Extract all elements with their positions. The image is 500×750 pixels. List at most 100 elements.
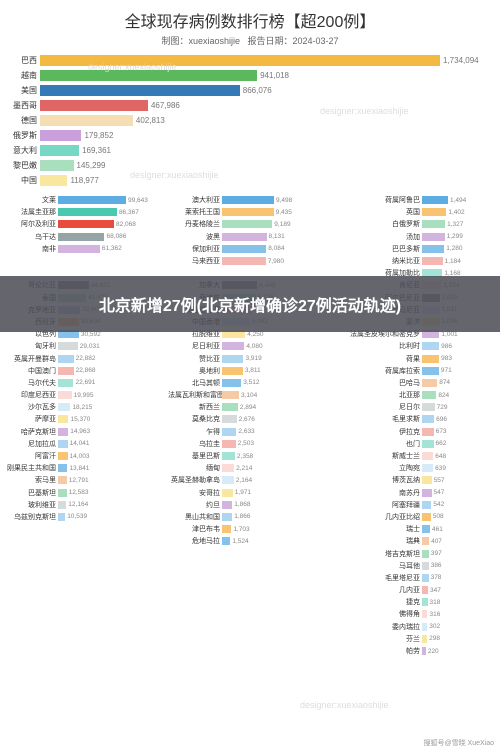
mini-label: 巴哈马 [332,378,422,388]
mini-bar [58,367,74,375]
bar-value: 145,299 [74,161,106,170]
mini-bar [422,562,429,570]
bar-row: 黎巴嫩145,299 [40,158,490,172]
mini-row: 萨摩亚15,370 [4,413,168,425]
mini-row: 佛得角316 [332,608,496,620]
mini-row: 玻利维亚 12,164 [4,499,168,511]
mini-label: 捷克 [332,597,422,607]
mini-bar [58,233,104,241]
mini-bar [58,464,67,472]
mini-value: 407 [429,538,442,545]
mini-row: 伊拉克673 [332,426,496,438]
mini-label: 乌兹别克斯坦 [4,512,58,522]
mini-row: 英属圣赫勒拿岛2,164 [168,474,332,486]
mini-bar [422,525,430,533]
mini-value: 12,583 [67,489,89,496]
mini-bar [422,403,435,411]
mini-label: 比利时 [332,341,422,351]
mini-label: 阿尔及利亚 [4,219,58,229]
mini-row: 荷果983 [332,352,496,364]
mini-bar [222,501,232,509]
mini-row: 塔吉克斯坦397 [332,547,496,559]
mini-row: 莱索托王国9,435 [168,206,332,218]
top-bar-chart: 巴西1,734,094越南941,018美国866,076墨西哥467,986德… [0,53,500,187]
mini-row: 尼日尔729 [332,401,496,413]
mini-value: 508 [431,513,444,520]
bar [40,100,148,111]
chart-subtitle: 制图：xuexiaoshijie 报告日期：2024-03-27 [0,34,500,47]
bar [40,70,257,81]
mini-value: 397 [429,550,442,557]
mini-label: 英属开曼群岛 [4,354,58,364]
mini-label: 博茨瓦纳 [332,475,422,485]
bar [40,175,67,186]
mini-value: 2,503 [236,440,254,447]
mini-bar [422,550,429,558]
mini-label: 莱索托王国 [168,207,222,217]
mini-value: 2,164 [234,477,252,484]
mini-bar [58,513,65,521]
mini-bar [422,379,437,387]
mini-bar [58,196,126,204]
mini-label: 斯威士兰 [332,451,422,461]
mini-value: 12,164 [66,501,88,508]
mini-row [4,255,168,267]
mini-label: 瑞士 [332,524,422,534]
bar-label: 黎巴嫩 [4,160,40,171]
mini-label: 几内亚 [332,585,422,595]
bar-row: 中国118,977 [40,173,490,187]
mini-row: 乌拉圭2,503 [168,438,332,450]
mini-label: 南苏丹 [332,488,422,498]
mini-label: 索马里 [4,475,58,485]
mini-value: 1,280 [444,245,462,252]
mini-bar [222,440,236,448]
mini-value: 316 [427,611,440,618]
mini-row: 匈牙利29,031 [4,340,168,352]
mini-row: 南非61,362 [4,243,168,255]
mini-row: 毛里塔尼亚378 [332,572,496,584]
mini-value: 2,676 [237,416,255,423]
mini-label: 伊拉克 [332,427,422,437]
bar-value: 179,852 [81,131,113,140]
mini-label: 委内瑞拉 [332,622,422,632]
mini-row: 约旦1,868 [168,499,332,511]
mini-bar [58,355,74,363]
mini-bar [222,245,266,253]
watermark: designer:xuexiaoshijie [300,700,389,710]
mini-bar [222,342,244,350]
mini-value: 1,327 [445,221,463,228]
mini-row: 毛里求斯696 [332,413,496,425]
mini-bar [422,367,439,375]
mini-label: 丹麦格陵兰 [168,219,222,229]
bar-row: 美国866,076 [40,83,490,97]
mini-label: 奥地利 [168,366,222,376]
mini-value: 386 [429,562,442,569]
bar-value: 467,986 [148,101,180,110]
mini-value: 22,868 [74,367,96,374]
mini-label: 玻利维亚 [4,500,58,510]
mini-value: 2,894 [238,404,256,411]
mini-bar [422,428,434,436]
mini-row: 北马其顿3,512 [168,377,332,389]
mini-bar [422,220,445,228]
mini-value: 8,131 [267,233,285,240]
mini-value: 318 [428,599,441,606]
mini-row: 基里巴斯2,358 [168,450,332,462]
bar-label: 墨西哥 [4,100,40,111]
mini-row: 几内亚比绍508 [332,511,496,523]
mini-value: 1,524 [230,538,248,545]
mini-bar [58,403,70,411]
mini-row: 乍得2,633 [168,426,332,438]
mini-row: 法属圭亚那86,367 [4,206,168,218]
bar [40,85,240,96]
mini-value: 14,041 [68,440,90,447]
mini-bar [422,440,434,448]
columns-container: 文莱99,643法属圭亚那86,367阿尔及利亚82,068乌干达68,086南… [0,188,500,657]
bar-label: 巴西 [4,55,40,66]
bar-label: 美国 [4,85,40,96]
bar-label: 德国 [4,115,40,126]
mini-bar [58,476,67,484]
mini-bar [222,257,266,265]
mini-row: 荷属阿鲁巴1,494 [332,194,496,206]
mini-bar [58,501,66,509]
